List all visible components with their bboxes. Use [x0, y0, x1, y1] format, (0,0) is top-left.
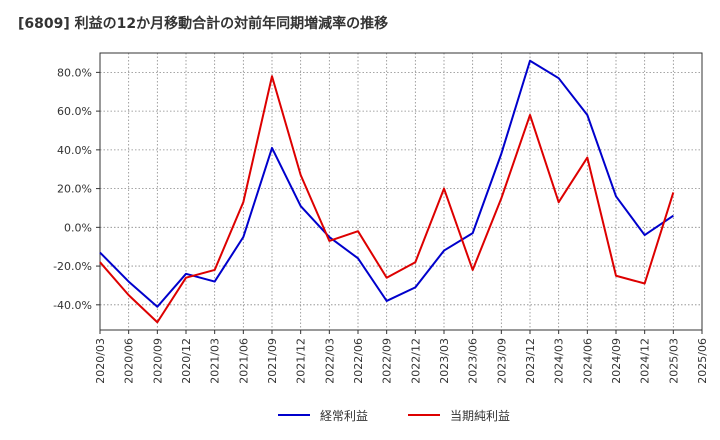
- y-tick-label: 60.0%: [57, 105, 92, 118]
- grid: [100, 53, 702, 330]
- x-tick-label: 2020/03: [94, 338, 107, 384]
- x-tick-label: 2025/06: [696, 338, 709, 384]
- x-axis: 2020/03 2020/06 2020/09 2020/12 2021/03 2021/…: [94, 330, 709, 384]
- x-tick-label: 2020/12: [180, 338, 193, 384]
- series-layer: [99, 59, 675, 324]
- x-tick-label: 2020/06: [123, 338, 136, 384]
- legend: 経常利益 当期純利益: [278, 409, 510, 423]
- y-tick-label: 20.0%: [57, 183, 92, 196]
- y-tick-label: -40.0%: [53, 299, 92, 312]
- x-tick-label: 2023/12: [524, 338, 537, 384]
- x-tick-label: 2021/06: [237, 338, 250, 384]
- x-tick-label: 2024/09: [610, 338, 623, 384]
- x-tick-label: 2024/06: [581, 338, 594, 384]
- series-line-1: [99, 59, 674, 308]
- x-tick-label: 2025/03: [667, 338, 680, 384]
- plot-frame: [99, 52, 703, 331]
- y-axis: 80.0% 60.0% 40.0% 20.0% 0.0% -20.0% -40.0%: [53, 66, 100, 312]
- x-tick-label: 2022/09: [381, 338, 394, 384]
- x-tick-label: 2021/03: [209, 338, 222, 384]
- x-tick-label: 2024/12: [639, 338, 652, 384]
- x-tick-label: 2021/12: [295, 338, 308, 384]
- chart-title: [6809] 利益の12か月移動合計の対前年同期増減率の推移: [18, 15, 388, 32]
- x-tick-label: 2024/03: [553, 338, 566, 384]
- x-tick-label: 2023/03: [438, 338, 451, 384]
- x-tick-label: 2023/06: [467, 338, 480, 384]
- x-tick-label: 2022/03: [323, 338, 336, 384]
- y-tick-label: 0.0%: [64, 221, 92, 234]
- series-line-2: [99, 75, 675, 324]
- legend-label-2: 当期純利益: [450, 409, 510, 423]
- x-tick-label: 2022/06: [352, 338, 365, 384]
- y-tick-label: 40.0%: [57, 144, 92, 157]
- x-tick-label: 2020/09: [151, 338, 164, 384]
- x-tick-label: 2022/12: [409, 338, 422, 384]
- legend-label-1: 経常利益: [320, 409, 368, 423]
- y-tick-label: -20.0%: [53, 260, 92, 273]
- x-tick-label: 2021/09: [266, 338, 279, 384]
- y-tick-label: 80.0%: [57, 66, 92, 79]
- x-tick-label: 2023/09: [495, 338, 508, 384]
